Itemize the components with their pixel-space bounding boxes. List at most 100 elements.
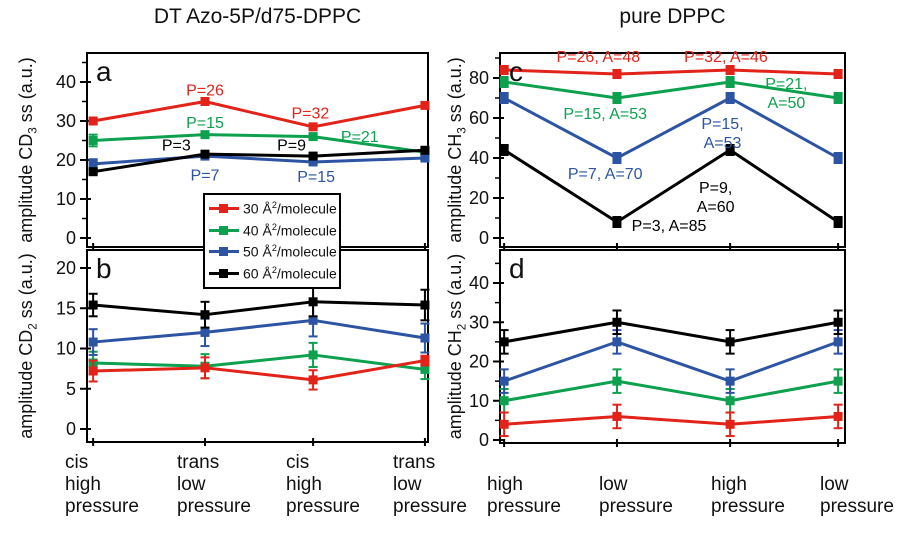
y-tick-label: 0 xyxy=(479,228,489,248)
series-502 xyxy=(499,92,843,164)
data-point-marker xyxy=(499,145,509,155)
data-point-marker xyxy=(499,65,509,75)
data-point-marker xyxy=(833,411,843,421)
legend-swatch-blue xyxy=(209,246,239,257)
data-point-marker xyxy=(499,77,509,87)
series-602 xyxy=(499,309,843,355)
data-point-marker xyxy=(612,93,622,103)
series-line xyxy=(503,379,839,403)
data-point-marker xyxy=(499,376,509,386)
series-602 xyxy=(88,286,430,329)
data-point-marker xyxy=(725,419,735,429)
data-point-marker xyxy=(612,376,622,386)
data-point-marker xyxy=(833,69,843,79)
annotation: P=26, A=48 xyxy=(557,49,641,66)
series-line xyxy=(504,414,839,426)
y-tick-label: 40 xyxy=(56,72,76,92)
data-point-marker xyxy=(308,375,318,385)
data-point-marker xyxy=(612,317,622,327)
left-column-title: DT Azo-5P/d75-DPPC xyxy=(153,5,362,28)
data-point-marker xyxy=(833,153,843,163)
data-point-marker xyxy=(612,69,622,79)
panel-d-y-axis-label: amplitude CH2 ss (a.u.) xyxy=(445,253,469,440)
y-tick-label: 10 xyxy=(469,391,489,411)
series-302 xyxy=(88,354,430,391)
panel-d: 0 10 20 30 40 xyxy=(469,249,846,450)
y-tick-label: 80 xyxy=(469,68,489,88)
series-402 xyxy=(499,76,843,104)
series-302 xyxy=(499,403,843,438)
x-tick-label-left-2: trans low pressure xyxy=(177,452,251,517)
panel-c-letter: c xyxy=(509,56,523,87)
panel-a-letter: a xyxy=(96,56,112,87)
series-line xyxy=(93,154,425,166)
y-tick-label: 20 xyxy=(56,258,76,278)
data-point-marker xyxy=(725,337,735,347)
data-point-marker xyxy=(200,327,210,337)
data-point-marker xyxy=(499,93,509,103)
annotation: P=7 xyxy=(191,168,220,185)
data-point-marker xyxy=(833,337,843,347)
data-point-marker xyxy=(499,419,509,429)
x-tick-label-right-4: low pressure xyxy=(820,474,894,517)
data-point-marker xyxy=(88,366,98,376)
annotation: P=32, A=46 xyxy=(684,49,768,66)
annotation: P=15, A=53 xyxy=(701,116,743,152)
data-point-marker xyxy=(612,217,622,227)
data-point-marker xyxy=(88,136,98,145)
y-tick-label: 0 xyxy=(479,430,489,450)
data-point-marker xyxy=(308,315,318,325)
data-point-marker xyxy=(499,337,509,347)
annotation: P=7, A=70 xyxy=(568,166,643,183)
series-line xyxy=(504,68,839,76)
panel-b: 0 5 10 15 20 xyxy=(56,249,430,446)
data-point-marker xyxy=(420,153,430,163)
legend-item: 30 Å2/molecule xyxy=(209,198,337,219)
panel-d-frame xyxy=(499,249,846,444)
data-point-marker xyxy=(308,350,318,360)
series-502 xyxy=(499,329,843,394)
data-point-marker xyxy=(420,364,430,374)
series-line xyxy=(93,353,426,371)
annotation: P=9, A=60 xyxy=(697,180,735,216)
data-point-marker xyxy=(88,337,98,347)
annotation: P=21 xyxy=(341,129,379,146)
series-line xyxy=(92,148,426,174)
series-line xyxy=(93,318,426,344)
legend-label: 30 Å2/molecule xyxy=(243,200,337,218)
data-point-marker xyxy=(200,97,210,106)
legend-label: 50 Å2/molecule xyxy=(243,243,337,261)
panel-a: 0 10 20 30 40 P=26 P=32 P=15 P=21 P=3 P=9 P=7 P=15 xyxy=(56,52,430,251)
data-point-marker xyxy=(612,411,622,421)
series-302 xyxy=(499,65,843,79)
data-point-marker xyxy=(88,300,98,310)
annotation: P=15 xyxy=(297,169,335,186)
data-point-marker xyxy=(420,100,430,110)
annotation: P=26 xyxy=(186,83,224,100)
data-point-marker xyxy=(200,310,210,320)
legend-item: 50 Å2/molecule xyxy=(209,241,337,262)
right-column-title: pure DPPC xyxy=(619,5,726,28)
annotation: P=9 xyxy=(277,137,306,154)
data-point-marker xyxy=(308,122,318,132)
data-point-marker xyxy=(833,317,843,327)
data-point-marker xyxy=(420,356,430,366)
data-point-marker xyxy=(308,157,318,167)
y-tick-label: 30 xyxy=(469,312,489,332)
data-point-marker xyxy=(833,217,843,227)
y-tick-label: 15 xyxy=(56,298,76,318)
data-point-marker xyxy=(725,145,735,155)
data-point-marker xyxy=(200,130,210,140)
series-302 xyxy=(88,97,430,132)
y-tick-label: 10 xyxy=(56,339,76,359)
legend-item: 40 Å2/molecule xyxy=(209,220,337,241)
panel-b-letter: b xyxy=(96,253,112,284)
x-tick-label-left-4: trans low pressure xyxy=(393,452,467,517)
legend-swatch-green xyxy=(209,225,239,236)
data-point-marker xyxy=(308,151,318,161)
series-line xyxy=(503,340,839,383)
series-line xyxy=(503,96,839,160)
data-point-marker xyxy=(833,93,843,103)
y-tick-label: 40 xyxy=(469,273,489,293)
